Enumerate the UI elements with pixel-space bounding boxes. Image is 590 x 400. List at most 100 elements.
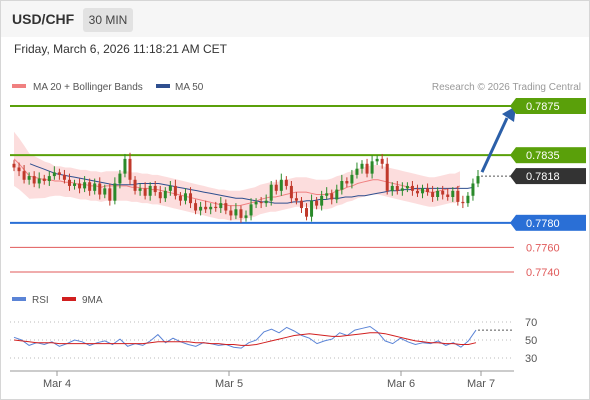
level-label: 0.7740 (526, 267, 560, 279)
candle-body (88, 182, 92, 191)
candle-body (436, 190, 440, 197)
candle-body (289, 185, 293, 199)
ma20-legend-swatch (12, 84, 26, 88)
candle-body (204, 206, 208, 210)
candle-body (395, 185, 399, 191)
credit-text: Research © 2026 Trading Central (432, 82, 581, 93)
candle-body (466, 195, 470, 204)
rsi-panel: 70 50 30 (10, 317, 537, 365)
candle-body (310, 200, 314, 217)
header-bar: USD/CHF 30 MIN (1, 1, 589, 37)
candle-body (163, 190, 167, 199)
level-box-current (516, 168, 586, 185)
candle-body (299, 200, 303, 209)
candle-body (421, 188, 425, 194)
candle-body (42, 178, 46, 182)
candle-body (350, 174, 354, 184)
candle-body (67, 179, 71, 186)
candle-body (431, 192, 435, 197)
level-label: 0.7780 (526, 218, 560, 230)
candle-body (178, 195, 182, 201)
candle-body (294, 198, 298, 201)
level-box-support (516, 214, 586, 231)
level-lines (10, 105, 514, 273)
candle-body (415, 190, 419, 194)
level-box-pointer (510, 214, 516, 231)
candle-body (229, 210, 233, 216)
ma50-legend-swatch (156, 84, 170, 88)
candle-body (118, 173, 122, 184)
level-label: 0.7818 (526, 171, 560, 183)
candle-body (194, 203, 198, 211)
candle-body (189, 193, 193, 204)
candle-body (52, 172, 56, 177)
candle-body (183, 193, 187, 201)
candle-body (148, 185, 152, 196)
candle-body (103, 188, 107, 195)
candle-body (93, 183, 97, 191)
candle-body (83, 182, 87, 189)
symbol-label: USD/CHF (12, 11, 75, 27)
bollinger-band (14, 131, 460, 221)
candle-body (279, 179, 283, 191)
candle-body (138, 188, 142, 191)
candle-body (476, 176, 480, 184)
candle-body (264, 200, 268, 204)
forecast-arrow-head (502, 106, 516, 122)
candles (12, 152, 480, 223)
candle-body (173, 185, 177, 196)
level-labels: 0.7875 0.7835 0.7818 0.7780 0.7760 0.7740 (510, 98, 586, 279)
candle-body (340, 181, 344, 190)
rsi-tick-label: 50 (525, 335, 537, 347)
forecast-arrow-shaft (480, 117, 509, 173)
candle-body (37, 178, 41, 184)
rsi-ma-legend-label: 9MA (82, 295, 103, 306)
time-axis: Mar 4 Mar 5 Mar 6 Mar 7 (43, 371, 495, 390)
level-box-pointer (510, 147, 516, 164)
candle-body (158, 192, 162, 199)
candle-body (17, 167, 21, 172)
candle-body (244, 215, 248, 218)
candle-body (12, 163, 16, 168)
candle-body (133, 179, 137, 191)
candle-body (239, 209, 243, 218)
level-box-pointer (510, 168, 516, 185)
candle-body (446, 194, 450, 197)
candle-body (22, 171, 26, 180)
candle-body (325, 193, 329, 196)
candle-body (254, 201, 258, 205)
level-box-pointer (510, 98, 516, 114)
time-tick-label: Mar 7 (467, 378, 495, 390)
candle-body (441, 190, 445, 195)
candle-body (199, 206, 203, 211)
candle-body (214, 206, 218, 209)
time-tick-label: Mar 5 (215, 378, 243, 390)
candle-body (57, 172, 61, 175)
candle-body (113, 183, 117, 201)
timeframe-button[interactable]: 30 MIN (83, 8, 133, 32)
candle-body (259, 201, 263, 204)
ma50-line (29, 163, 475, 204)
candle-body (62, 174, 66, 180)
rsi-legend-swatch (12, 297, 26, 301)
forecast-arrow (480, 106, 516, 173)
candle-body (209, 206, 213, 210)
candle-body (456, 190, 460, 202)
level-label: 0.7760 (526, 242, 560, 254)
candle-body (143, 188, 147, 196)
candle-body (375, 158, 379, 162)
candle-body (108, 188, 112, 201)
candle-body (224, 203, 228, 211)
rsi-ma-line (13, 332, 477, 346)
candle-body (98, 183, 102, 195)
candle-body (234, 209, 238, 216)
candle-body (78, 183, 82, 189)
candle-body (330, 193, 334, 200)
candle-body (305, 208, 309, 217)
time-tick-label: Mar 4 (43, 378, 71, 390)
candle-body (335, 189, 339, 200)
candle-body (355, 168, 359, 175)
ma20-legend-label: MA 20 + Bollinger Bands (33, 82, 143, 93)
candle-body (27, 176, 31, 180)
rsi-tick-label: 70 (525, 317, 537, 329)
